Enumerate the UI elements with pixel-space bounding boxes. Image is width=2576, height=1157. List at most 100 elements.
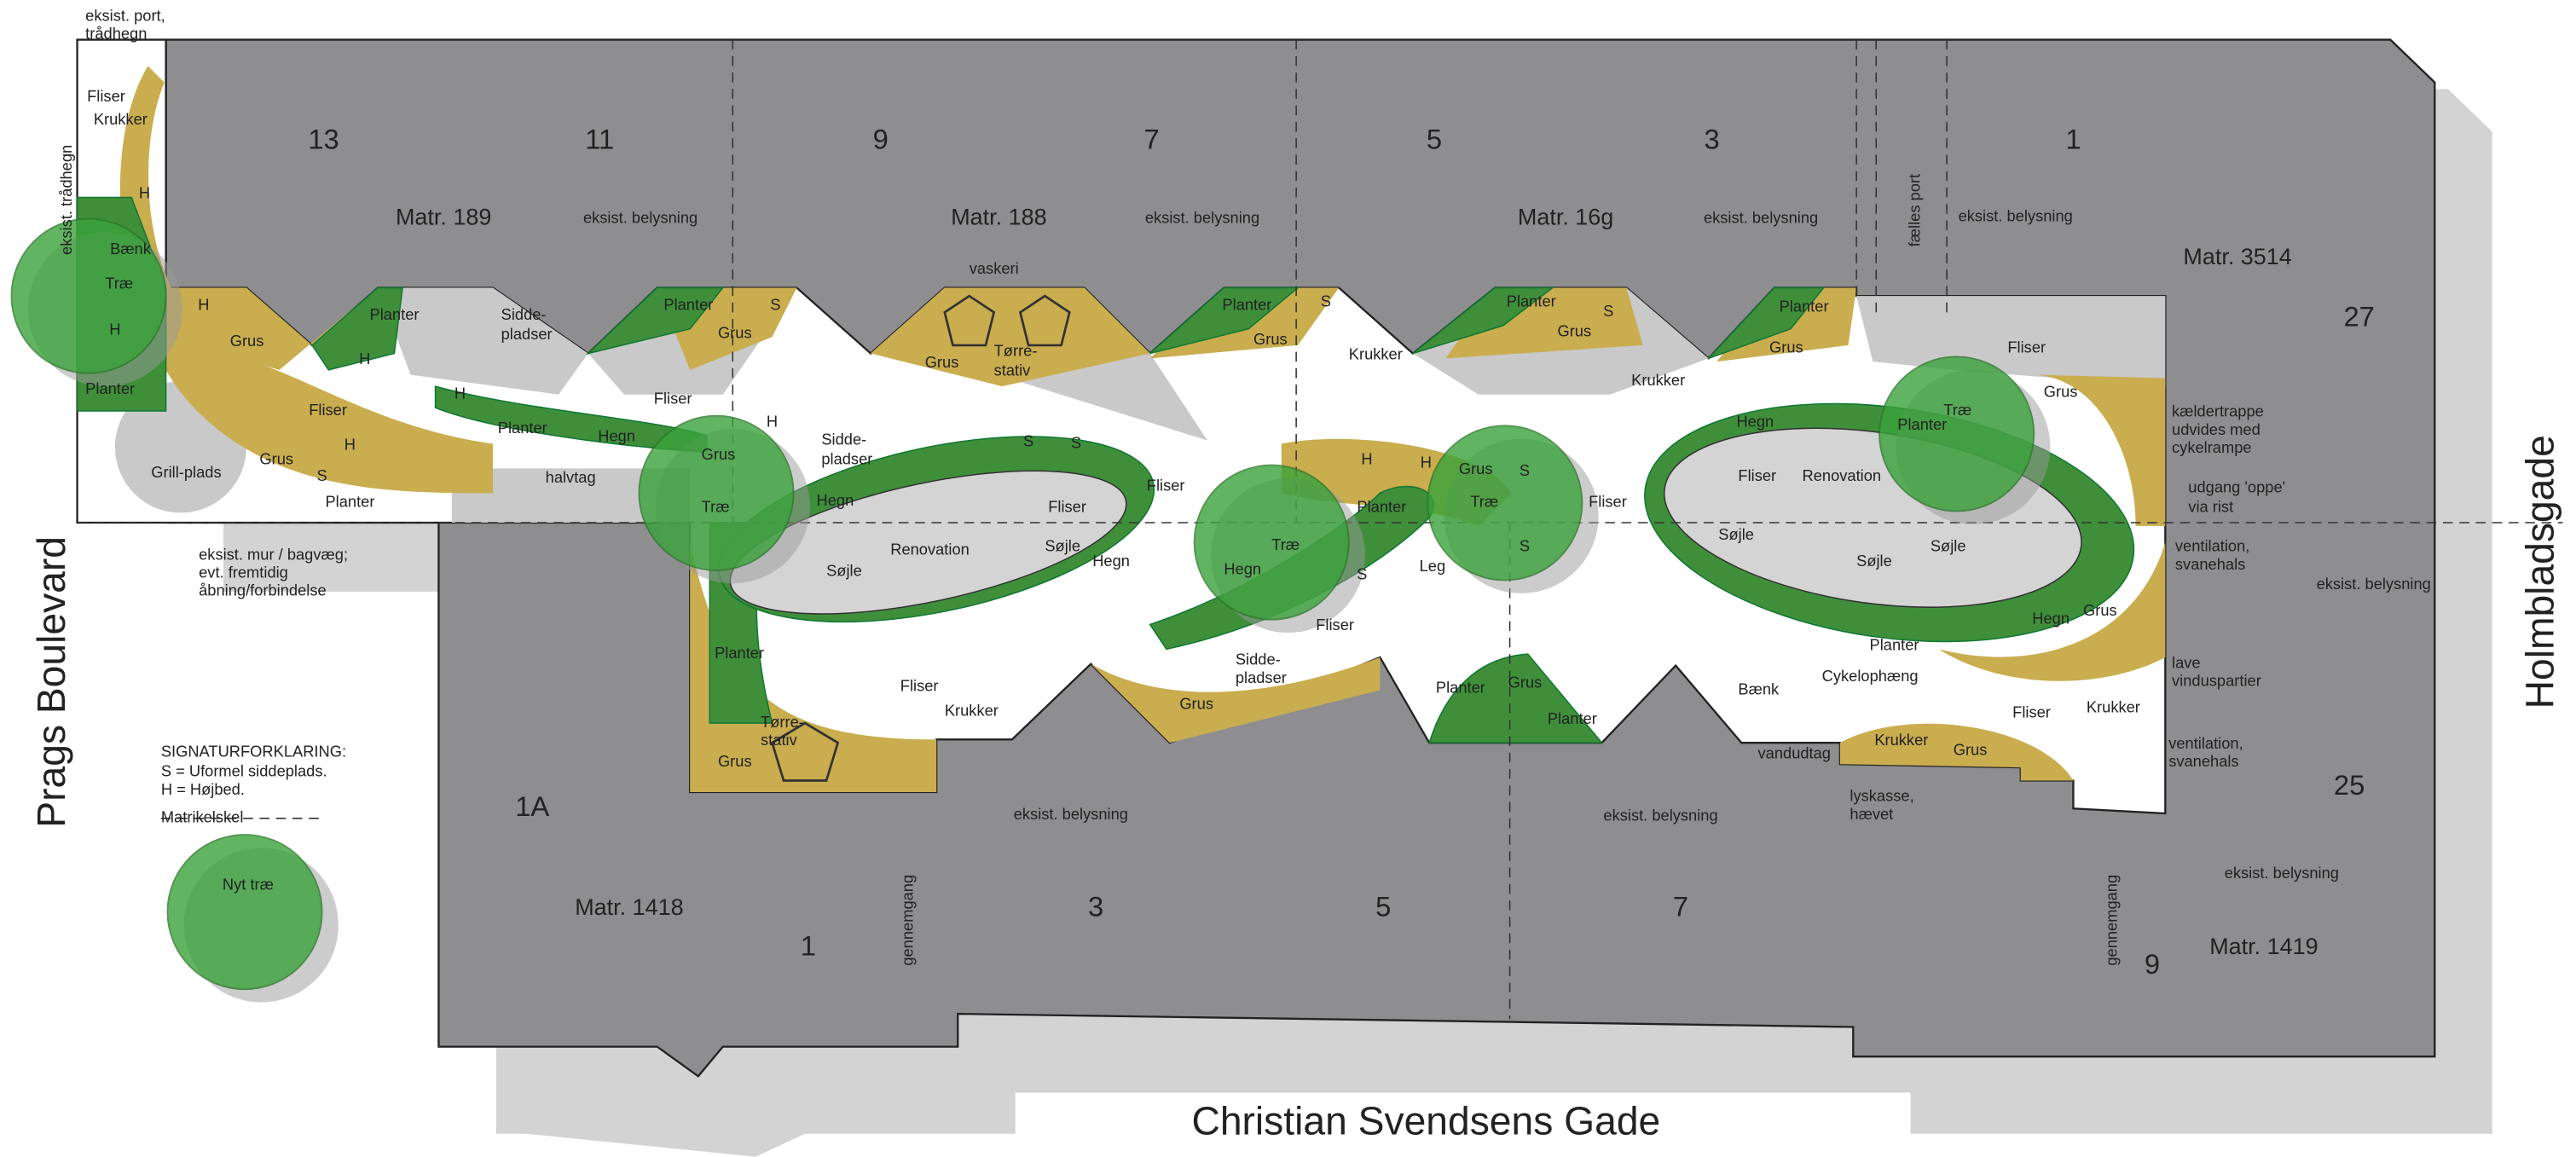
plan-label: Hegn bbox=[817, 491, 854, 509]
plan-label: stativ bbox=[994, 362, 1032, 379]
plan-label: H bbox=[767, 412, 778, 430]
cadastre: Matr. 1419 bbox=[2209, 934, 2318, 959]
house-number: 1A bbox=[515, 790, 549, 822]
plan-label: Renovation bbox=[1803, 466, 1882, 484]
plan-label: Sidde- bbox=[821, 430, 866, 448]
plan-label: Bænk bbox=[110, 240, 152, 257]
house-number: 1 bbox=[801, 930, 816, 962]
plan-label: Grus bbox=[702, 445, 736, 463]
plan-label: Fliser bbox=[1147, 476, 1185, 494]
plan-label: Krukker bbox=[1874, 731, 1928, 749]
house-number: 7 bbox=[1673, 890, 1688, 922]
house-number: 5 bbox=[1375, 890, 1391, 922]
plan-label: Grus bbox=[925, 353, 959, 371]
cadastre: Matr. 189 bbox=[396, 205, 491, 230]
plan-label: Krukker bbox=[94, 110, 148, 128]
plan-label: eksist. belysning bbox=[2317, 575, 2431, 593]
plan-label: trådhegn bbox=[85, 25, 147, 43]
house-number: 25 bbox=[2334, 769, 2365, 801]
plan-label: fælles port bbox=[1905, 174, 1923, 246]
legend-line: H = Højbed. bbox=[161, 780, 245, 798]
plan-label: Sidde- bbox=[1236, 651, 1281, 668]
plan-label: Fliser bbox=[1738, 466, 1776, 484]
plan-label: Grus bbox=[230, 332, 264, 350]
passage: gennemgang bbox=[2103, 875, 2121, 966]
plan-label: pladser bbox=[1236, 668, 1287, 686]
street-name: Christian Svendsens Gade bbox=[1191, 1098, 1660, 1143]
house-number: 3 bbox=[1088, 890, 1103, 922]
plan-label: evt. fremtidig bbox=[199, 564, 288, 581]
plan-label: cykelrampe bbox=[2172, 438, 2252, 456]
street-name: Prags Boulevard bbox=[29, 536, 73, 828]
plan-label: ventilation, bbox=[2175, 537, 2249, 555]
plan-label: S bbox=[317, 466, 327, 484]
plan-label: S bbox=[770, 296, 780, 314]
plan-label: S bbox=[1520, 461, 1530, 479]
street-name: Holmbladsgade bbox=[2518, 435, 2562, 709]
plan-label: kældertrappe bbox=[2172, 402, 2264, 420]
plan-label: Bænk bbox=[1738, 680, 1780, 697]
plan-label: svanehals bbox=[2168, 752, 2238, 770]
plan-label: Fliser bbox=[87, 87, 125, 105]
plan-label: Hegn bbox=[1736, 412, 1774, 430]
plan-label: Grus bbox=[1954, 741, 1988, 759]
plan-label: Fliser bbox=[900, 676, 939, 694]
plan-label: Planter bbox=[1780, 297, 1829, 315]
cadastre: Matr. 3514 bbox=[2183, 244, 2291, 269]
plan-label: Fliser bbox=[1589, 493, 1627, 511]
plan-label: Grus bbox=[718, 323, 752, 341]
plan-label: Grus bbox=[1769, 338, 1803, 356]
plan-label: Grus bbox=[1179, 695, 1213, 713]
renovation-west bbox=[729, 470, 1127, 615]
plan-label: udgang 'oppe' bbox=[2188, 477, 2285, 495]
plan-label: Hegn bbox=[598, 427, 635, 445]
plan-label: Søjle bbox=[826, 562, 862, 580]
plan-label: Grus bbox=[1253, 330, 1288, 348]
plan-label: eksist. mur / bagvæg; bbox=[199, 545, 348, 563]
plan-label: hævet bbox=[1850, 805, 1893, 823]
house-number: 13 bbox=[308, 124, 339, 155]
plan-label: Fliser bbox=[309, 401, 347, 419]
plan-label: eksist. belysning bbox=[1704, 208, 1818, 226]
plan-label: udvides med bbox=[2172, 420, 2261, 438]
plan-label: vaskeri bbox=[970, 259, 1019, 277]
plan-label: eksist. belysning bbox=[1603, 807, 1717, 824]
plan-label: Søjle bbox=[1856, 552, 1892, 570]
plan-label: pladser bbox=[501, 325, 553, 343]
plan-label: ventilation, bbox=[2168, 734, 2243, 752]
plan-label: Cykelophæng bbox=[1822, 667, 1919, 685]
plan-label: Fliser bbox=[654, 389, 692, 407]
drying-racks bbox=[770, 294, 1071, 782]
plan-label: vinduspartier bbox=[2172, 672, 2261, 690]
plan-label: Hegn bbox=[1092, 552, 1130, 570]
plan-label: Grus bbox=[1557, 321, 1591, 339]
plan-label: Fliser bbox=[2012, 703, 2051, 720]
plan-label: Hegn bbox=[1224, 560, 1261, 578]
plan-label: Krukker bbox=[2087, 698, 2140, 716]
plan-label: Fliser bbox=[1048, 497, 1086, 515]
plan-label: Planter bbox=[1357, 497, 1406, 515]
plan-label: Planter bbox=[498, 419, 547, 437]
plan-label: Grus bbox=[1459, 460, 1493, 477]
plan-label: Søjle bbox=[1718, 525, 1754, 543]
plan-label: Planter bbox=[663, 296, 713, 314]
plan-label: Planter bbox=[1548, 709, 1597, 727]
plan-label: Søjle bbox=[1045, 537, 1080, 555]
plan-label: Tørre- bbox=[761, 713, 804, 731]
house-number: 11 bbox=[585, 124, 614, 155]
legend-tree: Nyt træ bbox=[223, 876, 274, 894]
plan-label: stativ bbox=[761, 731, 798, 749]
plan-label: H bbox=[139, 183, 150, 201]
plan-label: Grus bbox=[1508, 674, 1543, 691]
plan-label: eksist. port, bbox=[85, 6, 165, 24]
plan-label: pladser bbox=[821, 450, 872, 468]
plan-label: eksist. belysning bbox=[2225, 864, 2339, 882]
plan-label: Renovation bbox=[890, 541, 970, 558]
plan-label: Planter bbox=[1436, 678, 1485, 696]
plan-label: S bbox=[1321, 292, 1331, 310]
house-number: 27 bbox=[2343, 301, 2374, 333]
cadastre: Matr. 1418 bbox=[575, 894, 683, 920]
plan-label: åbning/forbindelse bbox=[199, 581, 327, 599]
house-number: 3 bbox=[1704, 124, 1719, 155]
